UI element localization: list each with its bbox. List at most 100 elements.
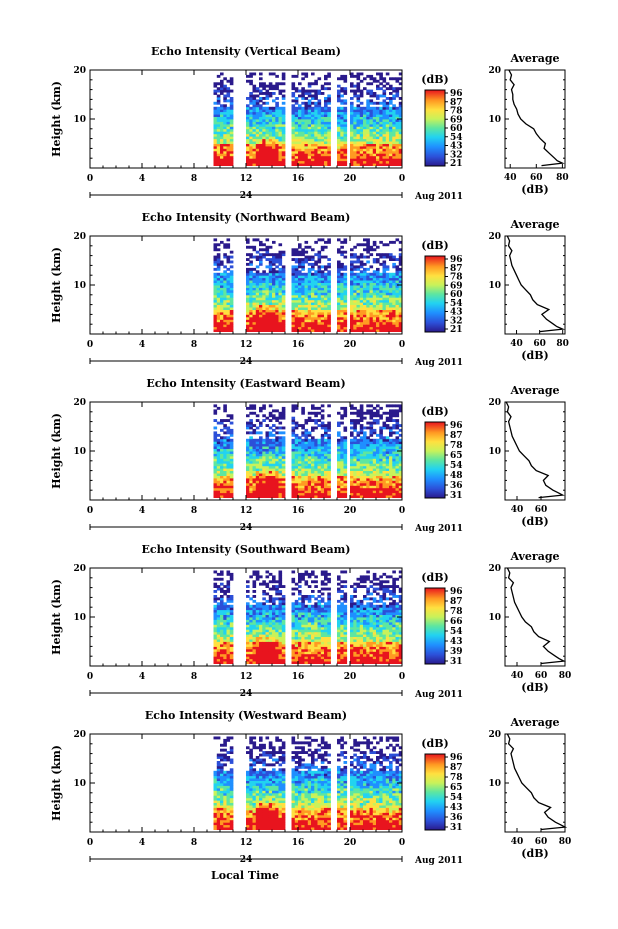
colorbar-title: (dB) bbox=[421, 405, 448, 418]
x-tick-label: 0 bbox=[87, 174, 93, 184]
profile-x-tick-label: 40 bbox=[511, 505, 524, 515]
profile-x-label: (dB) bbox=[521, 681, 548, 694]
heatmap-cells bbox=[213, 736, 403, 830]
profile-x-tick-label: 60 bbox=[535, 837, 548, 847]
colorbar-tick-label: 78 bbox=[450, 107, 463, 117]
colorbar-tick-label: 54 bbox=[450, 299, 463, 309]
colorbar-tick-label: 69 bbox=[450, 281, 463, 291]
colorbar-tick-label: 87 bbox=[450, 264, 463, 274]
profile-line bbox=[506, 567, 567, 665]
y-axis-label: Height (km) bbox=[50, 579, 63, 655]
colorbar-tick-label: 54 bbox=[450, 627, 463, 637]
x-tick-label: 4 bbox=[139, 838, 145, 848]
profile-line bbox=[505, 401, 565, 499]
profile-x-tick-label: 60 bbox=[530, 173, 543, 183]
x-tick-label: 4 bbox=[139, 672, 145, 682]
profile-frame bbox=[504, 235, 566, 335]
panel-5: Echo Intensity (Westward Beam) 0 4 8 12 16 20 0… bbox=[50, 709, 571, 866]
heatmap-cells bbox=[213, 238, 403, 332]
y-tick-label: 10 bbox=[73, 779, 86, 789]
x-tick-label: 20 bbox=[344, 838, 357, 848]
profile-x-tick-label: 60 bbox=[535, 671, 548, 681]
colorbar-tick-label: 36 bbox=[450, 481, 463, 491]
colorbar bbox=[424, 421, 446, 499]
colorbar-tick-label: 87 bbox=[450, 431, 463, 441]
date-label: Aug 2011 bbox=[414, 358, 463, 368]
profile-y-tick-label: 20 bbox=[488, 232, 501, 242]
heatmap-cells bbox=[213, 72, 403, 166]
profile-x-tick-label: 80 bbox=[559, 837, 572, 847]
colorbar-tick-label: 32 bbox=[450, 150, 463, 160]
y-tick-label: 20 bbox=[73, 398, 86, 408]
panel-title: Echo Intensity (Westward Beam) bbox=[145, 709, 347, 722]
colorbar-tick-label: 96 bbox=[450, 421, 463, 431]
colorbar-tick-label: 54 bbox=[450, 793, 463, 803]
colorbar-tick-label: 43 bbox=[450, 308, 463, 318]
y-tick-label: 10 bbox=[73, 115, 86, 125]
x-tick-label: 20 bbox=[344, 174, 357, 184]
day-marker: 24 bbox=[240, 855, 253, 865]
colorbar-tick-label: 60 bbox=[450, 290, 463, 300]
x-tick-label: 8 bbox=[191, 174, 197, 184]
colorbar-tick-label: 65 bbox=[450, 783, 463, 793]
x-tick-label: 4 bbox=[139, 174, 145, 184]
y-axis-label: Height (km) bbox=[50, 745, 63, 821]
profile-x-label: (dB) bbox=[521, 349, 548, 362]
x-tick-label: 8 bbox=[191, 838, 197, 848]
profile-y-tick-label: 10 bbox=[488, 281, 501, 291]
x-tick-label: 12 bbox=[240, 174, 253, 184]
profile-y-tick-label: 10 bbox=[488, 613, 501, 623]
date-label: Aug 2011 bbox=[414, 856, 463, 866]
profile-x-tick-label: 40 bbox=[511, 837, 524, 847]
profile-title: Average bbox=[509, 52, 559, 65]
y-tick-label: 10 bbox=[73, 447, 86, 457]
profile-x-tick-label: 80 bbox=[559, 671, 572, 681]
profile-x-label: (dB) bbox=[521, 515, 548, 528]
x-tick-label: 8 bbox=[191, 672, 197, 682]
date-label: Aug 2011 bbox=[414, 524, 463, 534]
colorbar-tick-label: 78 bbox=[450, 273, 463, 283]
profile-y-tick-label: 10 bbox=[488, 447, 501, 457]
profile-y-tick-label: 20 bbox=[488, 564, 501, 574]
x-tick-label: 0 bbox=[399, 340, 405, 350]
profile-x-label: (dB) bbox=[521, 183, 548, 196]
x-tick-label: 4 bbox=[139, 340, 145, 350]
colorbar-tick-label: 36 bbox=[450, 813, 463, 823]
x-tick-label: 0 bbox=[399, 506, 405, 516]
x-tick-label: 12 bbox=[240, 672, 253, 682]
colorbar-title: (dB) bbox=[421, 737, 448, 750]
profile-x-tick-label: 40 bbox=[511, 671, 524, 681]
profile-line bbox=[506, 235, 566, 333]
x-axis-label: Local Time bbox=[211, 869, 279, 882]
colorbar-tick-label: 48 bbox=[450, 471, 463, 481]
profile-y-tick-label: 10 bbox=[488, 115, 501, 125]
colorbar bbox=[424, 255, 446, 333]
x-tick-label: 16 bbox=[292, 838, 305, 848]
x-tick-label: 20 bbox=[344, 340, 357, 350]
colorbar-title: (dB) bbox=[421, 239, 448, 252]
day-marker: 24 bbox=[240, 191, 253, 201]
x-tick-label: 0 bbox=[87, 838, 93, 848]
x-tick-label: 16 bbox=[292, 672, 305, 682]
colorbar-tick-label: 87 bbox=[450, 763, 463, 773]
colorbar-tick-label: 43 bbox=[450, 803, 463, 813]
y-tick-label: 10 bbox=[73, 281, 86, 291]
colorbar-title: (dB) bbox=[421, 571, 448, 584]
y-axis-label: Height (km) bbox=[50, 413, 63, 489]
profile-y-tick-label: 10 bbox=[488, 779, 501, 789]
colorbar bbox=[424, 753, 446, 831]
profile-y-tick-label: 20 bbox=[488, 398, 501, 408]
colorbar-tick-label: 21 bbox=[450, 325, 463, 335]
colorbar-tick-label: 65 bbox=[450, 451, 463, 461]
colorbar-tick-label: 31 bbox=[450, 657, 463, 667]
date-label: Aug 2011 bbox=[414, 192, 463, 202]
panel-title: Echo Intensity (Southward Beam) bbox=[142, 543, 351, 556]
y-axis-label: Height (km) bbox=[50, 81, 63, 157]
colorbar-tick-label: 31 bbox=[450, 491, 463, 501]
colorbar-tick-label: 87 bbox=[450, 98, 463, 108]
colorbar-tick-label: 21 bbox=[450, 159, 463, 169]
profile-x-label: (dB) bbox=[521, 847, 548, 860]
y-tick-label: 20 bbox=[73, 66, 86, 76]
colorbar-tick-label: 69 bbox=[450, 115, 463, 125]
x-tick-label: 0 bbox=[87, 506, 93, 516]
